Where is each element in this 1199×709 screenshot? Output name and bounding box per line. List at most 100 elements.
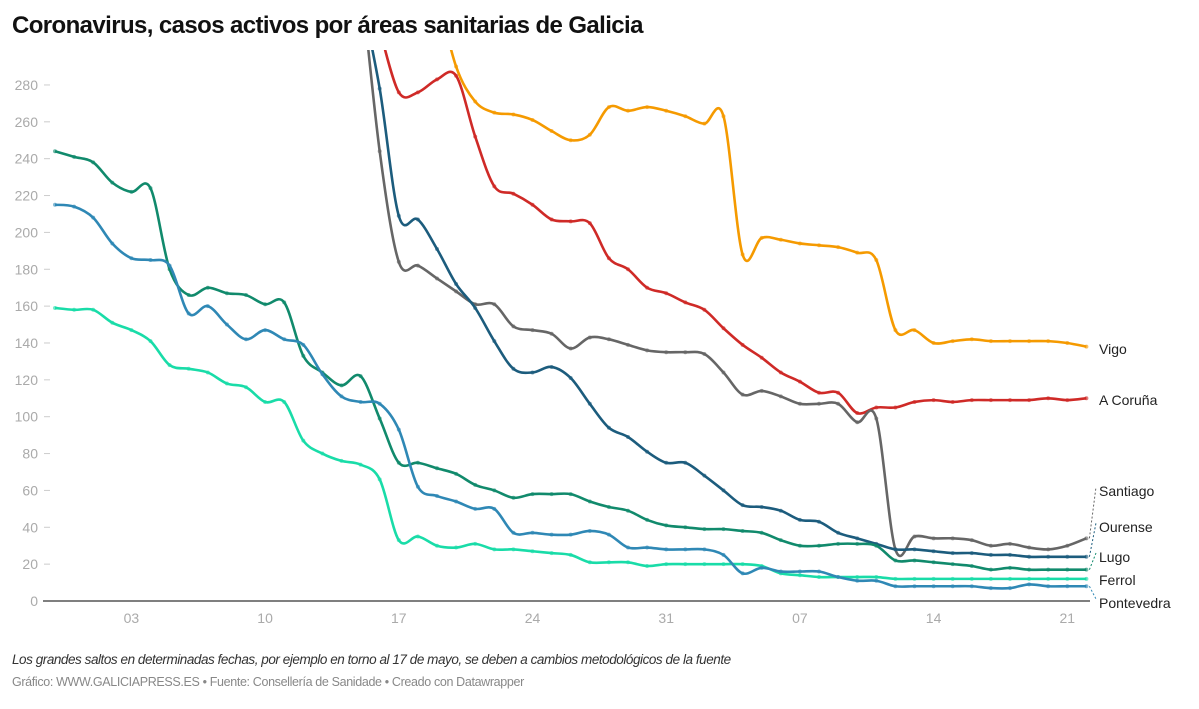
data-point-santiago: [778, 394, 783, 399]
series-line-a-coruna: [383, 50, 1087, 415]
data-point-ourense: [950, 551, 955, 556]
series-label: Ferrol: [1099, 572, 1136, 588]
data-point-a-coruna: [568, 219, 573, 224]
data-point-lugo: [282, 300, 287, 305]
data-point-lugo: [186, 293, 191, 298]
data-point-lugo: [664, 523, 669, 528]
y-tick-label: 60: [22, 482, 38, 498]
data-point-lugo: [358, 374, 363, 379]
data-point-santiago: [702, 352, 707, 357]
x-tick-label: 24: [525, 610, 541, 626]
data-point-pontevedra: [320, 372, 325, 377]
data-point-lugo: [912, 558, 917, 563]
x-tick-label: 31: [658, 610, 674, 626]
data-point-santiago: [759, 388, 764, 393]
data-point-ourense: [683, 460, 688, 465]
data-point-a-coruna: [626, 267, 630, 272]
data-point-ferrol: [797, 573, 802, 578]
label-leader-line: [1088, 552, 1097, 570]
y-tick-label: 20: [22, 556, 38, 572]
data-point-ferrol: [549, 551, 554, 556]
series-label: Ourense: [1099, 519, 1153, 535]
data-point-pontevedra: [91, 215, 96, 220]
data-point-santiago: [1008, 541, 1012, 546]
data-point-pontevedra: [740, 571, 745, 576]
y-tick-label: 80: [22, 446, 38, 462]
data-point-pontevedra: [530, 530, 535, 535]
data-point-pontevedra: [721, 552, 726, 557]
data-point-vigo: [473, 99, 478, 104]
data-point-pontevedra: [205, 304, 210, 309]
x-tick-label: 07: [792, 610, 808, 626]
data-point-santiago: [1046, 547, 1051, 552]
data-point-vigo: [778, 237, 783, 242]
y-tick-label: 100: [15, 409, 39, 425]
data-point-vigo: [645, 105, 650, 110]
data-point-ourense: [606, 425, 611, 430]
data-point-vigo: [454, 64, 459, 69]
data-point-ferrol: [167, 363, 172, 368]
data-point-ferrol: [358, 462, 363, 467]
data-point-pontevedra: [148, 258, 153, 263]
data-point-ourense: [893, 547, 898, 552]
data-point-pontevedra: [855, 578, 860, 583]
data-point-a-coruna: [1084, 396, 1089, 401]
series-lines: [53, 50, 1089, 591]
data-point-pontevedra: [186, 311, 191, 316]
data-point-vigo: [1065, 340, 1070, 345]
data-point-vigo: [912, 328, 917, 333]
y-tick-label: 220: [15, 188, 39, 204]
data-point-ferrol: [339, 458, 344, 463]
data-point-lugo: [1084, 567, 1089, 572]
data-point-pontevedra: [396, 427, 401, 432]
data-point-pontevedra: [1065, 584, 1070, 589]
series-line-pontevedra: [54, 203, 1087, 590]
data-point-ferrol: [396, 538, 401, 543]
data-point-vigo: [1008, 339, 1012, 344]
data-point-lugo: [244, 293, 248, 298]
data-point-a-coruna: [511, 191, 516, 196]
data-point-vigo: [702, 121, 707, 126]
data-point-lugo: [759, 530, 764, 535]
data-point-vigo: [817, 243, 821, 248]
data-point-a-coruna: [1046, 396, 1051, 401]
data-point-lugo: [855, 541, 860, 546]
data-point-ourense: [931, 549, 936, 554]
data-point-ferrol: [950, 576, 955, 581]
data-point-vigo: [836, 245, 841, 250]
chart-title: Coronavirus, casos activos por áreas san…: [12, 12, 643, 39]
data-point-pontevedra: [664, 547, 669, 552]
data-point-ferrol: [530, 549, 535, 554]
data-point-pontevedra: [759, 565, 764, 570]
label-leader-line: [1088, 522, 1097, 557]
data-point-lugo: [1008, 565, 1012, 570]
data-point-lugo: [511, 495, 516, 500]
data-point-vigo: [683, 114, 688, 119]
data-point-a-coruna: [874, 405, 879, 410]
data-point-a-coruna: [415, 90, 420, 95]
data-point-lugo: [224, 291, 229, 296]
data-point-santiago: [721, 370, 726, 375]
data-point-ourense: [702, 473, 707, 478]
data-point-a-coruna: [740, 342, 745, 347]
data-point-ourense: [587, 401, 592, 406]
data-point-lugo: [492, 488, 497, 493]
data-point-vigo: [530, 117, 535, 122]
data-point-lugo: [396, 460, 401, 465]
data-point-pontevedra: [511, 530, 516, 535]
data-point-lugo: [72, 154, 77, 159]
data-point-a-coruna: [1065, 398, 1070, 403]
x-tick-label: 21: [1060, 610, 1076, 626]
data-point-a-coruna: [988, 398, 993, 403]
data-point-pontevedra: [969, 584, 974, 589]
data-point-ferrol: [855, 575, 860, 580]
series-label: Pontevedra: [1099, 595, 1171, 611]
y-axis: 0 20 40 60 80 100 120 140 160 180 200 220 240 260 280: [15, 77, 50, 609]
data-point-lugo: [568, 492, 573, 497]
data-point-ourense: [797, 517, 802, 522]
data-point-santiago: [988, 543, 993, 548]
y-tick-label: 120: [15, 372, 39, 388]
data-point-ferrol: [511, 547, 516, 552]
data-point-a-coruna: [587, 221, 592, 226]
data-point-ourense: [912, 547, 917, 552]
